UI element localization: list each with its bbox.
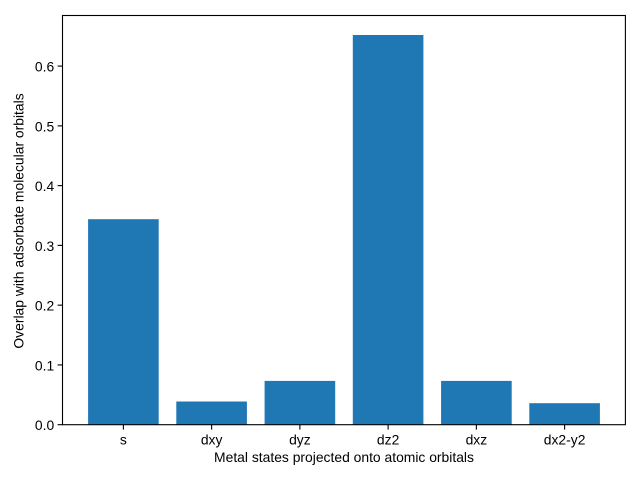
svg-text:Metal states projected onto at: Metal states projected onto atomic orbit… [214, 449, 474, 465]
svg-text:0.1: 0.1 [35, 357, 55, 373]
svg-text:dx2-y2: dx2-y2 [544, 432, 586, 448]
svg-text:dxy: dxy [201, 432, 223, 448]
svg-text:0.6: 0.6 [35, 59, 55, 75]
svg-text:0.2: 0.2 [35, 298, 55, 314]
svg-text:0.4: 0.4 [35, 178, 55, 194]
svg-text:s: s [120, 432, 127, 448]
svg-text:0.5: 0.5 [35, 118, 55, 134]
svg-text:Overlap with adsorbate molecul: Overlap with adsorbate molecular orbital… [10, 93, 26, 348]
svg-text:0.0: 0.0 [35, 417, 55, 433]
svg-text:dxz: dxz [466, 432, 488, 448]
svg-text:0.3: 0.3 [35, 238, 55, 254]
svg-text:dyz: dyz [289, 432, 311, 448]
svg-text:dz2: dz2 [377, 432, 400, 448]
